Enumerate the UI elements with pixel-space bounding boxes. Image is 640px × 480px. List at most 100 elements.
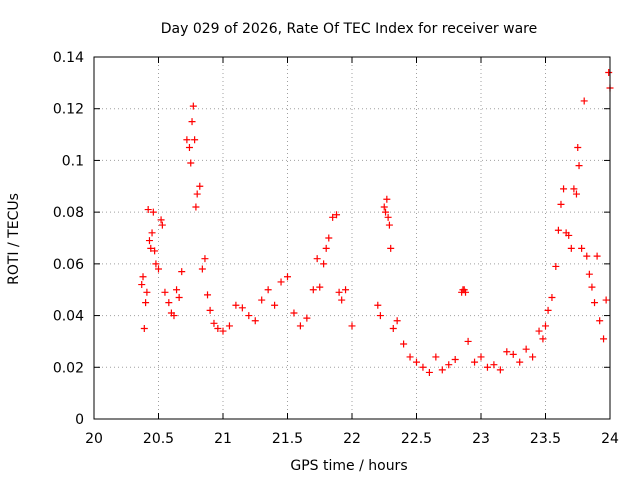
data-point [173, 286, 181, 294]
data-point [313, 255, 321, 263]
data-point [464, 337, 472, 345]
data-point [413, 358, 420, 366]
data-point [544, 306, 552, 314]
data-point [509, 350, 517, 358]
data-point [567, 244, 575, 252]
data-point [462, 288, 470, 296]
data-point [578, 244, 586, 252]
data-point [338, 296, 346, 304]
chart-title: Day 029 of 2026, Rate Of TEC Index for r… [161, 21, 537, 37]
y-tick-label: 0.12 [53, 102, 84, 118]
data-point [245, 312, 253, 320]
data-point [296, 322, 304, 330]
x-tick-label: 24 [601, 431, 619, 447]
x-tick-label: 21.5 [272, 431, 303, 447]
data-point [535, 327, 543, 335]
data-point [219, 327, 227, 335]
data-point [380, 203, 388, 211]
data-point [477, 353, 485, 361]
data-point [144, 206, 152, 214]
data-point [149, 208, 157, 216]
data-point [151, 247, 159, 255]
data-point [142, 299, 150, 307]
data-point [158, 221, 166, 229]
data-point [342, 286, 350, 294]
data-point [387, 244, 395, 252]
data-point [548, 293, 556, 301]
data-point [183, 136, 191, 144]
x-tick-label: 23.5 [530, 431, 561, 447]
y-tick-label: 0.14 [53, 50, 84, 66]
data-points [138, 69, 614, 376]
data-point [503, 348, 511, 356]
data-point [316, 283, 324, 291]
data-point [451, 356, 459, 364]
data-point [570, 185, 578, 193]
data-point [210, 319, 218, 327]
data-point [258, 296, 266, 304]
data-point [152, 260, 160, 268]
y-tick-label: 0.06 [53, 257, 84, 273]
x-tick-label: 22.5 [401, 431, 432, 447]
data-point [193, 190, 201, 198]
data-point [438, 366, 446, 374]
data-point [348, 322, 356, 330]
data-point [419, 363, 427, 371]
data-point [384, 213, 392, 221]
data-point [214, 325, 222, 332]
x-tick-label: 21 [214, 431, 232, 447]
data-point [225, 322, 233, 330]
data-point [185, 144, 193, 151]
y-axis-label: ROTI / TECUs [6, 193, 22, 285]
data-point [198, 265, 206, 273]
data-point [529, 353, 537, 361]
data-point [322, 244, 330, 252]
data-point [189, 102, 197, 110]
tick-labels: 20 20.5 21 21.5 22 22.5 23 23.5 24 0 0.02 0.04 0.06 0… [53, 50, 619, 447]
data-point [188, 118, 196, 126]
y-tick-label: 0.1 [62, 153, 84, 169]
data-point [170, 312, 178, 320]
data-point [238, 304, 246, 312]
data-point [483, 363, 491, 371]
data-point [383, 195, 391, 203]
data-point [406, 353, 414, 361]
data-point [191, 136, 199, 144]
data-point [147, 244, 155, 252]
y-tick-label: 0 [75, 412, 84, 428]
data-point [605, 69, 613, 77]
data-point [232, 301, 240, 309]
data-point [157, 216, 165, 224]
data-point [204, 291, 212, 299]
data-point [382, 208, 390, 216]
data-point [554, 226, 562, 234]
data-point [192, 203, 200, 211]
data-point [196, 182, 204, 190]
data-point [574, 144, 582, 151]
data-point [602, 296, 610, 304]
data-point [600, 335, 608, 343]
data-point [572, 190, 580, 198]
data-point [277, 278, 285, 286]
y-tick-label: 0.08 [53, 205, 84, 221]
data-point [271, 301, 279, 309]
axis-ticks [93, 56, 611, 420]
data-point [165, 299, 173, 307]
data-point [425, 368, 433, 376]
data-point [516, 358, 524, 366]
data-point [593, 252, 601, 260]
y-tick-label: 0.02 [53, 360, 84, 376]
data-point [432, 353, 440, 361]
data-point [542, 322, 549, 330]
data-point [290, 309, 298, 317]
data-point [539, 335, 547, 343]
data-point [329, 213, 337, 221]
data-point [140, 325, 148, 332]
data-point [445, 361, 453, 369]
data-point [560, 185, 568, 193]
data-point [143, 288, 151, 296]
data-point [201, 255, 209, 263]
data-point [575, 162, 583, 170]
data-point [583, 252, 591, 260]
